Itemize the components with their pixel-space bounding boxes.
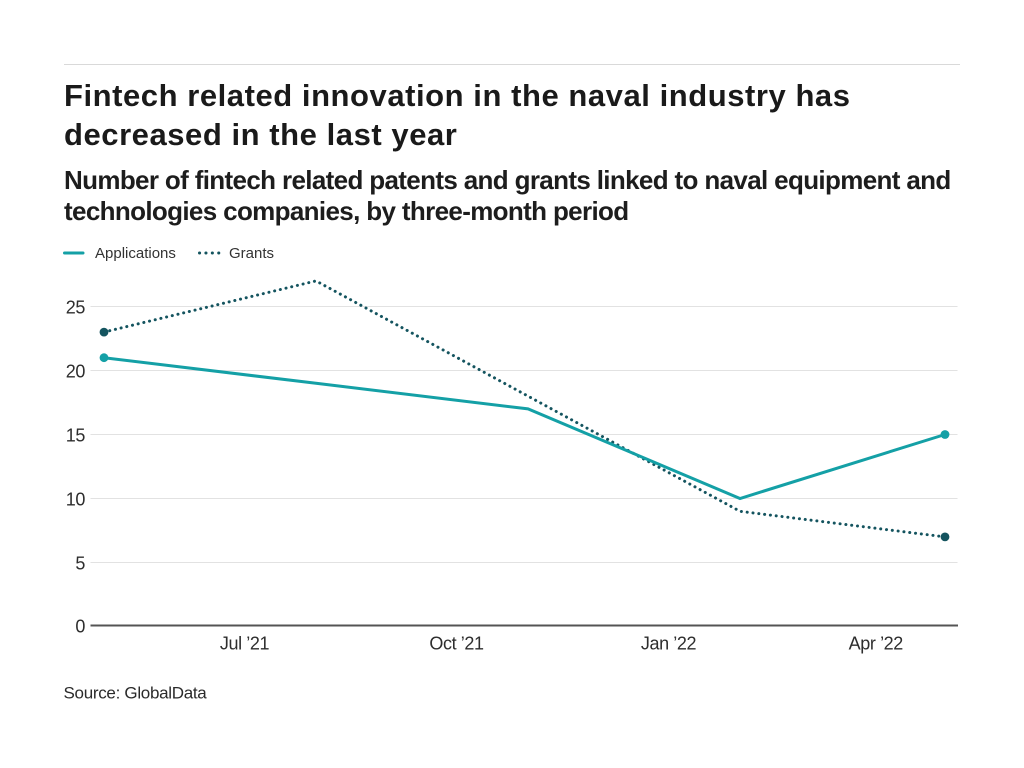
svg-text:5: 5 <box>75 554 85 574</box>
svg-text:Grants: Grants <box>229 245 274 262</box>
svg-text:Oct ’21: Oct ’21 <box>429 634 484 654</box>
svg-text:Jan ’22: Jan ’22 <box>641 634 697 654</box>
svg-text:Apr ’22: Apr ’22 <box>849 634 904 654</box>
svg-text:0: 0 <box>75 617 85 637</box>
svg-text:Jul ’21: Jul ’21 <box>220 634 270 654</box>
svg-text:Source: GlobalData: Source: GlobalData <box>64 684 208 703</box>
svg-text:15: 15 <box>66 426 86 446</box>
svg-text:Applications: Applications <box>95 245 176 262</box>
svg-text:10: 10 <box>66 490 86 510</box>
svg-text:20: 20 <box>66 362 86 382</box>
svg-text:25: 25 <box>66 298 86 318</box>
